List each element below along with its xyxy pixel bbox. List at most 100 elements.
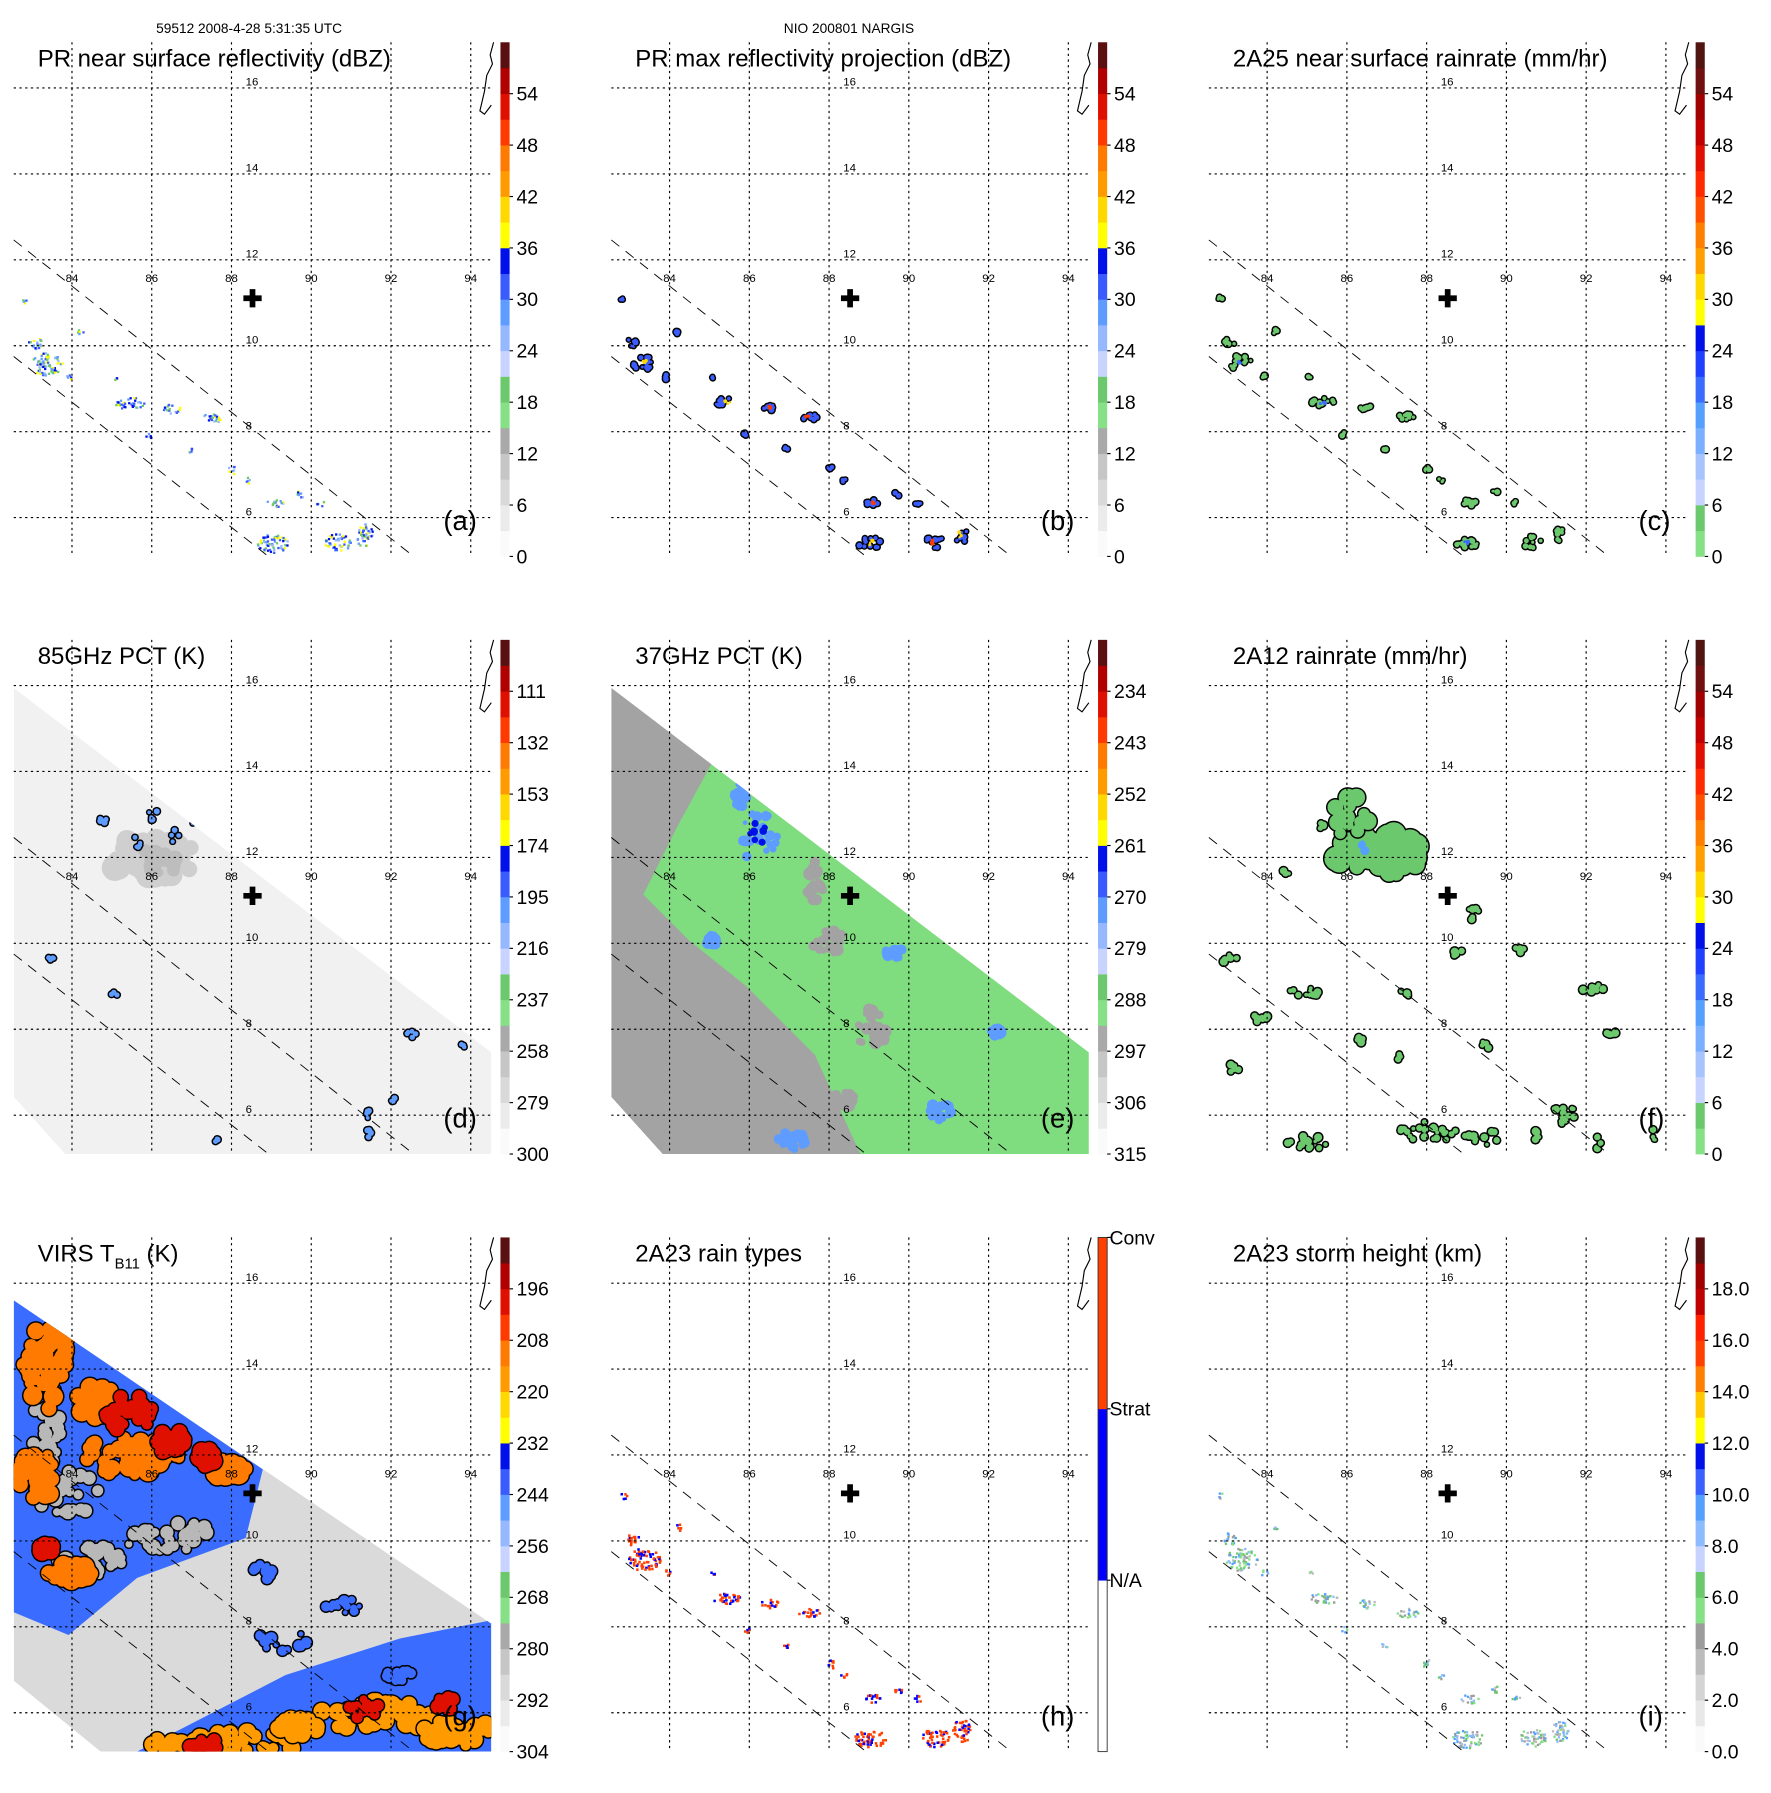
data-blob (1218, 951, 1241, 968)
coastline-icon (479, 42, 495, 116)
colorbar-label: 42 (1114, 186, 1136, 208)
swath-edge-line (1208, 1434, 1610, 1752)
data-blob (625, 336, 640, 350)
data-blob (773, 1128, 810, 1154)
latitude-label: 10 (246, 932, 259, 944)
colorbar-band (1695, 794, 1705, 821)
colorbar-label: 36 (1712, 835, 1734, 857)
colorbar-label: 315 (1114, 1144, 1146, 1166)
colorbar-band (1098, 505, 1108, 532)
longitude-label: 88 (823, 871, 836, 883)
colorbar-band (1695, 1674, 1705, 1701)
latitude-label: 12 (246, 846, 259, 858)
data-blob (1393, 1050, 1405, 1064)
colorbar-label: 243 (1114, 733, 1146, 755)
colorbar-band (1695, 1648, 1705, 1675)
data-blob (957, 530, 963, 539)
colorbar-band (500, 325, 510, 352)
colorbar-band (500, 299, 510, 326)
longitude-label: 84 (1261, 1468, 1274, 1480)
colorbar-band (500, 427, 510, 454)
colorbar-label: 36 (1114, 238, 1136, 260)
longitude-label: 92 (982, 871, 995, 883)
colorbar-label: 300 (516, 1144, 549, 1166)
longitude-label: 86 (145, 1468, 158, 1480)
colorbar-label: 48 (1114, 135, 1136, 157)
colorbar-band (1695, 999, 1705, 1026)
data-speckles (865, 1693, 882, 1704)
latitude-label: 10 (1441, 334, 1454, 346)
data-blob (911, 499, 924, 508)
colorbar-band (500, 170, 510, 197)
longitude-label: 94 (1660, 871, 1673, 883)
data-speckles (1452, 1729, 1484, 1750)
data-speckles (266, 499, 285, 508)
longitude-label: 88 (225, 1468, 238, 1480)
longitude-label: 84 (66, 273, 79, 285)
data-blob (672, 327, 682, 338)
panel-title: 2A23 rain types (635, 1240, 802, 1267)
data-blob (1592, 1132, 1606, 1154)
data-speckles (1359, 1599, 1376, 1610)
colorbar-label: 6.0 (1712, 1587, 1739, 1609)
data-blob (380, 1664, 418, 1687)
latitude-label: 6 (1441, 1701, 1447, 1713)
colorbar: 234 243 252 261 270 279 288 297 306 315 (1098, 639, 1147, 1166)
panel-title-text: 2A23 rain types (635, 1240, 802, 1267)
data-blob (1237, 359, 1242, 365)
colorbar-band (1098, 742, 1108, 769)
colorbar-band (500, 1597, 510, 1624)
coastline-icon (1674, 42, 1690, 116)
colorbar-band (1098, 67, 1108, 95)
colorbar-band (1098, 999, 1108, 1026)
colorbar-band (500, 1288, 510, 1315)
data-blob (1511, 943, 1528, 958)
colorbar: 54 48 42 36 30 24 18 12 6 0 (1098, 42, 1136, 568)
colorbar-band (1098, 716, 1108, 744)
data-blob (868, 538, 875, 547)
data-blob (319, 1593, 364, 1618)
data-blob (1282, 1131, 1330, 1153)
data-blob (661, 371, 671, 384)
longitude-label: 90 (902, 1468, 915, 1480)
colorbar-band (1695, 1237, 1705, 1264)
colorbar: Conv Strat N/A (1097, 1227, 1155, 1753)
latitude-label: 10 (843, 334, 856, 346)
swath-edge-line (13, 239, 414, 557)
latitude-label: 8 (1441, 1018, 1447, 1030)
colorbar-band (1695, 896, 1705, 923)
colorbar-label: 42 (516, 186, 538, 208)
latitude-label: 6 (1441, 1104, 1447, 1116)
panel-title: PR max reflectivity projection (dBZ) (635, 45, 1011, 72)
latitude-label: 6 (246, 1701, 252, 1713)
longitude-label: 88 (1420, 273, 1433, 285)
data-layer (617, 295, 970, 552)
colorbar-band (500, 247, 510, 274)
data-speckles (713, 1592, 742, 1606)
coastline-icon (1076, 42, 1092, 116)
colorbar-frame (1097, 1236, 1108, 1753)
colorbar-label: 18.0 (1712, 1279, 1750, 1301)
panel-title: 85GHz PCT (K) (38, 643, 205, 670)
colorbar-band (1695, 1314, 1705, 1341)
data-blob (1396, 1117, 1460, 1144)
panel-title: PR near surface reflectivity (dBZ) (38, 45, 391, 72)
colorbar-label: 54 (1114, 84, 1136, 106)
coastline-icon (479, 1237, 495, 1311)
data-speckles (1308, 1570, 1314, 1575)
colorbar-band (1098, 350, 1108, 377)
panel-i: 84 86 88 90 92 94 16 14 12 10 8 6 2A23 storm height … (1195, 1195, 1771, 1793)
colorbar-label: 196 (516, 1279, 548, 1301)
data-blob (629, 353, 654, 373)
panel-e: 84 86 88 90 92 94 16 14 12 10 8 6 37GHz PCT (K) (e) 23… (598, 598, 1196, 1196)
colorbar: 18.0 16.0 14.0 12.0 10.0 8.0 6.0 4.0 2.0 0.0 (1695, 1237, 1750, 1763)
latitude-label: 8 (843, 1018, 849, 1030)
colorbar-band (1695, 119, 1705, 146)
panel-c: 84 86 88 90 92 94 16 14 12 10 8 6 2A25 near surface … (1195, 0, 1771, 598)
colorbar-label: 268 (516, 1587, 548, 1609)
colorbar-band (1098, 299, 1108, 326)
longitude-label: 94 (1660, 273, 1673, 285)
data-blob (98, 1388, 160, 1438)
data-layer (1215, 293, 1566, 552)
